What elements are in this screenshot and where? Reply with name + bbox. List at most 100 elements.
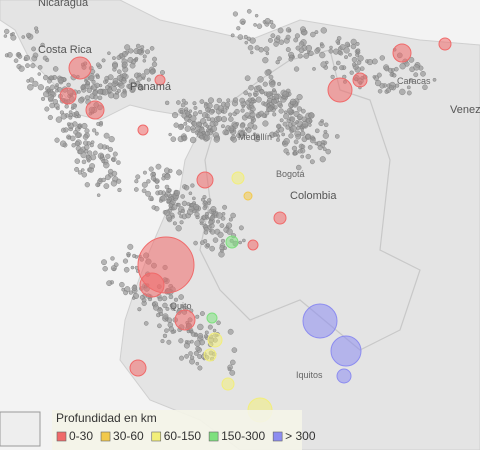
- event-dot: [112, 77, 119, 84]
- event-dot: [282, 90, 289, 98]
- event-dot: [128, 78, 135, 85]
- event-dot: [344, 41, 350, 47]
- event-dot: [216, 219, 221, 224]
- event-bubble: [352, 72, 368, 88]
- event-dot: [413, 64, 420, 71]
- event-dot: [116, 178, 122, 184]
- event-dot: [254, 13, 259, 18]
- event-dot: [272, 88, 276, 93]
- event-dot: [209, 245, 215, 252]
- event-dot: [60, 113, 67, 120]
- event-dot: [120, 91, 127, 98]
- event-dot: [226, 228, 233, 235]
- event-dot: [220, 248, 224, 253]
- event-bubble: [206, 312, 218, 324]
- event-dot: [57, 77, 64, 84]
- event-dot: [359, 66, 365, 71]
- scale-box: [0, 411, 41, 447]
- event-dot: [105, 174, 111, 181]
- event-bubble: [137, 124, 149, 136]
- event-dot: [283, 113, 290, 120]
- event-dot: [253, 93, 258, 97]
- event-dot: [31, 55, 38, 62]
- event-dot: [137, 307, 142, 312]
- event-dot: [432, 77, 437, 82]
- event-dot: [278, 108, 284, 114]
- event-dot: [295, 120, 299, 124]
- event-dot: [49, 102, 55, 109]
- event-dot: [256, 85, 262, 91]
- event-dot: [90, 154, 97, 161]
- event-dot: [270, 23, 276, 29]
- event-dot: [84, 182, 90, 188]
- event-dot: [66, 82, 71, 88]
- event-dot: [179, 355, 185, 361]
- event-dot: [121, 72, 127, 78]
- event-dot: [350, 43, 357, 50]
- event-dot: [47, 94, 55, 101]
- event-bubble: [85, 100, 105, 120]
- event-dot: [193, 350, 199, 356]
- event-dot: [320, 61, 327, 68]
- event-dot: [330, 74, 335, 79]
- event-dot: [86, 154, 91, 159]
- event-dot: [325, 148, 331, 155]
- event-dot: [320, 27, 327, 34]
- event-dot: [199, 134, 205, 140]
- event-dot: [250, 120, 255, 124]
- event-dot: [31, 46, 36, 52]
- event-dot: [81, 172, 87, 178]
- event-dot: [143, 321, 149, 326]
- event-dot: [183, 121, 188, 126]
- event-dot: [249, 111, 256, 118]
- event-dot: [97, 88, 103, 95]
- event-bubble: [207, 332, 223, 348]
- event-dot: [180, 102, 186, 108]
- event-dot: [95, 62, 101, 68]
- event-dot: [319, 156, 326, 163]
- event-dot: [194, 340, 201, 347]
- event-dot: [278, 39, 285, 45]
- event-bubble: [129, 359, 147, 377]
- event-dot: [111, 85, 117, 92]
- event-dot: [226, 222, 233, 229]
- event-dot: [101, 58, 106, 63]
- event-dot: [413, 72, 419, 78]
- event-dot: [111, 157, 116, 162]
- event-dot: [277, 81, 282, 86]
- event-dot: [130, 265, 135, 270]
- event-dot: [55, 83, 59, 87]
- event-dot: [195, 314, 200, 319]
- event-dot: [275, 59, 280, 65]
- event-dot: [188, 351, 193, 356]
- event-dot: [181, 98, 186, 103]
- event-dot: [296, 114, 303, 121]
- event-dot: [301, 108, 306, 114]
- event-dot: [37, 65, 43, 70]
- event-dot: [155, 184, 160, 190]
- event-dot: [310, 31, 316, 38]
- event-dot: [379, 55, 385, 61]
- event-dot: [295, 45, 301, 51]
- event-dot: [224, 102, 231, 108]
- event-dot: [206, 102, 213, 109]
- event-dot: [391, 68, 395, 72]
- event-dot: [286, 151, 290, 156]
- event-bubble: [231, 171, 245, 185]
- event-dot: [246, 127, 252, 133]
- legend-swatch: [100, 431, 111, 442]
- event-dot: [189, 339, 194, 344]
- event-dot: [322, 132, 329, 139]
- event-dot: [110, 180, 118, 187]
- event-dot: [394, 66, 399, 72]
- event-dot: [222, 204, 228, 210]
- event-dot: [252, 132, 257, 137]
- event-dot: [264, 18, 271, 25]
- event-dot: [117, 187, 122, 193]
- event-dot: [289, 116, 296, 122]
- event-dot: [176, 100, 181, 105]
- event-dot: [207, 97, 214, 104]
- event-dot: [10, 34, 17, 41]
- event-dot: [242, 238, 246, 243]
- event-dot: [151, 61, 158, 67]
